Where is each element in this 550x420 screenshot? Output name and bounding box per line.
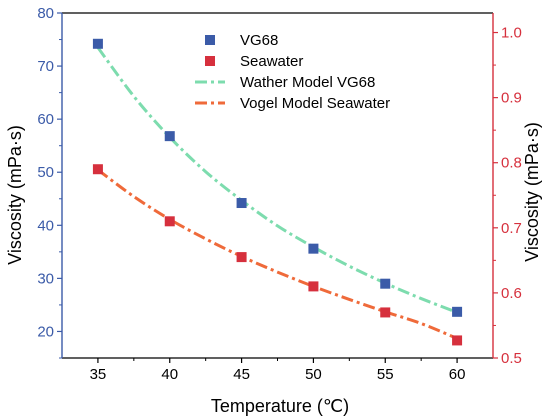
point-seawater-50 [308,281,319,292]
y-right-tick-label-0.7: 0.7 [501,220,522,237]
point-vg68-45 [236,198,247,209]
point-vg68-55 [380,278,391,289]
y-left-tick-label-50: 50 [37,164,54,181]
point-seawater-60 [452,335,463,346]
point-vg68-35 [92,38,103,49]
x-tick-label-40: 40 [161,366,178,383]
y-left-tick-label-70: 70 [37,58,54,75]
point-seawater-40 [164,216,175,227]
y-axis-right-title: Viscosity (mPa·s) [522,122,542,262]
series-line-vogel-model-seawater [97,168,458,340]
x-axis-title: Temperature (℃) [211,396,349,416]
y-left-tick-label-20: 20 [37,323,54,340]
x-axis: 35 40 45 50 55 60 [90,358,466,383]
point-seawater-55 [380,307,391,318]
point-seawater-35 [92,164,103,175]
legend-label-wather-model-vg68: Wather Model VG68 [240,74,375,91]
y-left-tick-label-80: 80 [37,5,54,22]
y-left-tick-label-30: 30 [37,270,54,287]
y-right-tick-label-0.9: 0.9 [501,90,522,107]
y-right-tick-label-0.5: 0.5 [501,350,522,367]
y-axis-left: 20 30 40 50 60 70 80 [37,5,62,359]
y-right-tick-label-0.8: 0.8 [501,155,522,172]
series-group [92,38,463,346]
legend-label-vogel-model-seawater: Vogel Model Seawater [240,95,390,112]
x-tick-label-35: 35 [90,366,107,383]
point-vg68-40 [164,131,175,142]
y-axis-left-title: Viscosity (mPa·s) [5,125,25,265]
x-tick-label-45: 45 [233,366,250,383]
legend-label-vg68: VG68 [240,32,278,49]
point-vg68-50 [308,243,319,254]
point-seawater-45 [236,252,247,263]
y-left-tick-label-60: 60 [37,111,54,128]
legend-swatch-seawater [205,56,215,66]
legend-label-seawater: Seawater [240,53,303,70]
series-line-wather-model-vg68 [96,46,458,314]
legend-swatch-vg68 [205,35,215,45]
x-tick-label-55: 55 [377,366,394,383]
x-tick-label-60: 60 [449,366,466,383]
y-right-tick-label-1.0: 1.0 [501,25,522,42]
y-axis-right: 0.5 0.6 0.7 0.8 0.9 1.0 [493,25,522,367]
legend: VG68 Seawater Wather Model VG68 Vogel Model… [195,32,390,112]
point-vg68-60 [452,306,463,317]
y-right-tick-label-0.6: 0.6 [501,285,522,302]
y-left-tick-label-40: 40 [37,217,54,234]
x-tick-label-50: 50 [305,366,322,383]
